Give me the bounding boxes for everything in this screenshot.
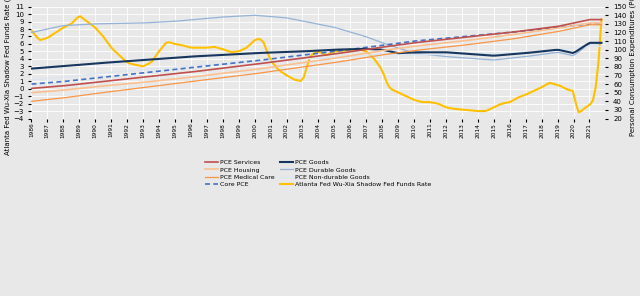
Y-axis label: Personal Consumption Expenditures (PCE): Personal Consumption Expenditures (PCE)	[629, 0, 636, 136]
Legend: PCE Services, PCE Housing, PCE Medical Care, Core PCE, PCE Goods, PCE Durable Go: PCE Services, PCE Housing, PCE Medical C…	[203, 157, 434, 189]
Y-axis label: Atlanta Fed Wu-Xia Shadow Fed Funds Rate (Percent): Atlanta Fed Wu-Xia Shadow Fed Funds Rate…	[4, 0, 11, 155]
